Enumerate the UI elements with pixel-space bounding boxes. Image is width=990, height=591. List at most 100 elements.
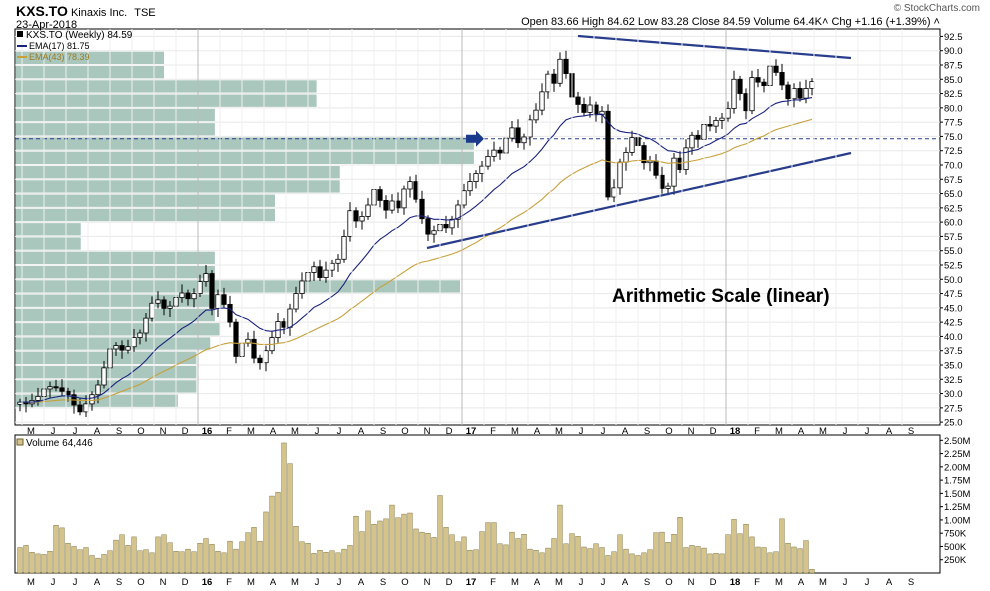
candle-body: [485, 156, 491, 167]
x-tick-label: D: [710, 426, 717, 437]
volume-profile-bar: [16, 351, 197, 364]
volume-bar: [467, 549, 473, 574]
x-tick-label: D: [182, 426, 189, 437]
volume-x-tick-label: M: [27, 577, 35, 588]
y-tick-label: 52.5: [944, 261, 963, 272]
y-tick-label: 57.5: [944, 232, 963, 243]
volume-bar: [89, 555, 95, 574]
volume-x-tick-label: M: [775, 577, 783, 588]
volume-bar: [449, 534, 455, 574]
volume-x-tick-label: J: [337, 577, 342, 588]
y-tick-label: 25.0: [944, 418, 963, 429]
volume-bar: [527, 548, 533, 574]
volume-x-tick-label: A: [622, 577, 629, 588]
candle-body: [185, 292, 191, 300]
volume-bar: [371, 523, 377, 574]
candle-body: [587, 104, 593, 113]
volume-bar: [677, 517, 683, 574]
volume-bar: [629, 553, 635, 574]
volume-x-tick-label: A: [798, 577, 805, 588]
candle-body: [407, 181, 413, 190]
volume-bar: [587, 548, 593, 574]
company-name: Kinaxis Inc.: [70, 7, 128, 19]
y-tick-label: 80.0: [944, 103, 963, 114]
candle-body: [311, 266, 317, 273]
volume-bar: [491, 522, 497, 574]
volume-bar: [785, 543, 791, 574]
volume-bar: [683, 547, 689, 574]
candle-body: [773, 65, 779, 73]
volume-bar: [437, 495, 443, 574]
x-tick-label: 17: [466, 426, 477, 437]
y-tick-label: 87.5: [944, 61, 963, 72]
candle-body: [515, 127, 521, 144]
candle-body: [179, 292, 185, 298]
candle-body: [365, 204, 371, 217]
candle-body: [449, 218, 455, 229]
volume-bar: [53, 525, 59, 574]
volume-bar: [173, 551, 179, 574]
volume-bar: [773, 551, 779, 574]
volume-profile-bar: [16, 280, 460, 293]
volume-bar: [167, 542, 173, 574]
volume-bar: [131, 536, 137, 574]
volume-bar: [149, 552, 155, 574]
volume-x-tick-label: N: [160, 577, 167, 588]
volume-x-tick-label: D: [710, 577, 717, 588]
candle-body: [647, 160, 653, 164]
candle-body: [53, 386, 59, 389]
volume-bar: [623, 548, 629, 574]
candle-body: [575, 96, 581, 105]
candle-body: [227, 304, 233, 323]
candle-body: [557, 58, 563, 84]
volume-x-tick-label: S: [644, 577, 650, 588]
volume-profile-bar: [16, 66, 164, 79]
x-tick-label: 16: [202, 426, 213, 437]
candle-body: [293, 293, 299, 310]
volume-bar: [779, 518, 785, 574]
candle-body: [203, 273, 209, 282]
volume-x-tick-label: A: [270, 577, 277, 588]
volume-bar: [443, 527, 449, 574]
volume-bar: [485, 522, 491, 574]
candle-body: [779, 72, 785, 86]
volume-x-tick-label: J: [579, 577, 584, 588]
y-tick-label: 32.5: [944, 375, 963, 386]
volume-profile-bar: [16, 308, 215, 322]
x-tick-label: J: [51, 426, 56, 437]
x-tick-label: J: [315, 426, 320, 437]
candle-body: [605, 110, 611, 198]
volume-bar: [635, 555, 641, 574]
volume-bar: [719, 553, 725, 574]
volume-x-tick-label: D: [446, 577, 453, 588]
volume-bar: [653, 532, 659, 574]
arrow-icon: [466, 130, 484, 147]
y-tick-label: 45.0: [944, 303, 963, 314]
volume-bar: [377, 520, 383, 574]
volume-x-tick-label: A: [886, 577, 893, 588]
volume-bar: [419, 531, 425, 574]
volume-bar: [389, 504, 395, 574]
y-tick-label: 82.5: [944, 89, 963, 100]
volume-profile-bar: [16, 208, 275, 222]
volume-bar: [749, 536, 755, 574]
volume-bar: [497, 543, 503, 574]
volume-x-tick-label: 17: [466, 577, 477, 588]
candle-body: [731, 78, 737, 109]
candle-body: [707, 124, 713, 127]
volume-profile-bar: [16, 266, 215, 279]
x-tick-label: J: [865, 426, 870, 437]
x-tick-label: J: [601, 426, 606, 437]
volume-bar: [671, 534, 677, 574]
volume-bar: [569, 533, 575, 574]
volume-x-tick-label: A: [358, 577, 365, 588]
chart-date: 23-Apr-2018: [16, 19, 78, 31]
candle-body: [251, 338, 257, 359]
ema17-legend-label: EMA(17) 81.75: [29, 41, 90, 51]
volume-bar: [515, 538, 521, 574]
volume-x-tick-label: A: [94, 577, 101, 588]
volume-bar: [17, 547, 23, 574]
candle-body: [761, 81, 767, 86]
y-tick-label: 42.5: [944, 318, 963, 329]
